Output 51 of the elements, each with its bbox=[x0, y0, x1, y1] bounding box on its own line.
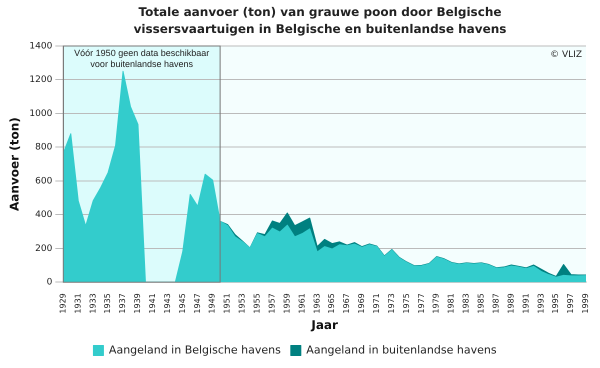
y-tick-label: 1200 bbox=[29, 75, 53, 86]
x-tick-label: 1975 bbox=[402, 293, 411, 314]
annotation: © VLIZ bbox=[550, 50, 582, 60]
x-tick-label: 1945 bbox=[178, 293, 187, 314]
legend-label: Aangeland in Belgische havens bbox=[108, 343, 282, 356]
x-tick-label: 1983 bbox=[462, 293, 471, 314]
y-tick-label: 400 bbox=[35, 210, 53, 220]
x-tick-label: 1989 bbox=[506, 293, 516, 314]
x-tick-label: 1961 bbox=[297, 293, 306, 314]
x-tick-label: 1965 bbox=[327, 293, 336, 314]
x-tick-label: 1977 bbox=[416, 293, 426, 314]
x-tick-label: 1947 bbox=[192, 293, 202, 314]
x-tick-label: 1943 bbox=[162, 293, 172, 314]
x-tick-label: 1949 bbox=[208, 293, 217, 314]
y-tick-label: 1400 bbox=[29, 41, 53, 52]
x-tick-label: 1973 bbox=[386, 293, 396, 314]
x-tick-label: 1993 bbox=[536, 293, 546, 314]
x-tick-label: 1931 bbox=[73, 293, 82, 314]
y-tick-label: 800 bbox=[35, 142, 53, 153]
x-tick-label: 1981 bbox=[446, 293, 456, 314]
x-tick-label: 1957 bbox=[267, 293, 276, 314]
x-tick-label: 1985 bbox=[476, 293, 486, 314]
x-tick-label: 1979 bbox=[432, 293, 441, 314]
x-tick-label: 1967 bbox=[342, 293, 352, 314]
x-tick-label: 1937 bbox=[118, 293, 128, 314]
x-tick-label: 1991 bbox=[521, 293, 530, 314]
y-tick-label: 600 bbox=[35, 176, 53, 186]
y-tick-label: 200 bbox=[35, 244, 53, 254]
x-tick-label: 1935 bbox=[103, 293, 112, 314]
x-tick-label: 1969 bbox=[357, 293, 366, 314]
x-tick-label: 1959 bbox=[282, 293, 292, 314]
y-axis-title: Aanvoer (ton) bbox=[7, 117, 22, 211]
y-tick-label: 1000 bbox=[29, 108, 53, 119]
x-tick-label: 1939 bbox=[133, 293, 142, 314]
x-tick-label: 1953 bbox=[238, 293, 247, 314]
x-tick-label: 1999 bbox=[581, 293, 590, 314]
x-tick-label: 1929 bbox=[58, 293, 68, 314]
x-axis-title: Jaar bbox=[310, 318, 338, 332]
legend-label: Aangeland in buitenlandse havens bbox=[306, 343, 497, 356]
x-tick-label: 1951 bbox=[222, 293, 232, 314]
chart-title: Totale aanvoer (ton) van grauwe poon door Belgische vissersvaartuigen in Belgische en buitenlandse havens bbox=[132, 4, 508, 38]
y-tick-label: 0 bbox=[46, 278, 53, 288]
x-tick-label: 1995 bbox=[551, 293, 560, 314]
x-tick-label: 1933 bbox=[88, 293, 98, 314]
band-label: Vóór 1950 geen data beschikbaar voor buitenlandse havens bbox=[74, 48, 210, 69]
x-tick-label: 1941 bbox=[148, 293, 157, 314]
x-tick-label: 1987 bbox=[491, 293, 500, 314]
x-tick-label: 1971 bbox=[372, 293, 381, 314]
x-tick-label: 1997 bbox=[566, 293, 576, 314]
x-tick-label: 1955 bbox=[252, 293, 262, 314]
x-tick-label: 1963 bbox=[312, 293, 322, 314]
